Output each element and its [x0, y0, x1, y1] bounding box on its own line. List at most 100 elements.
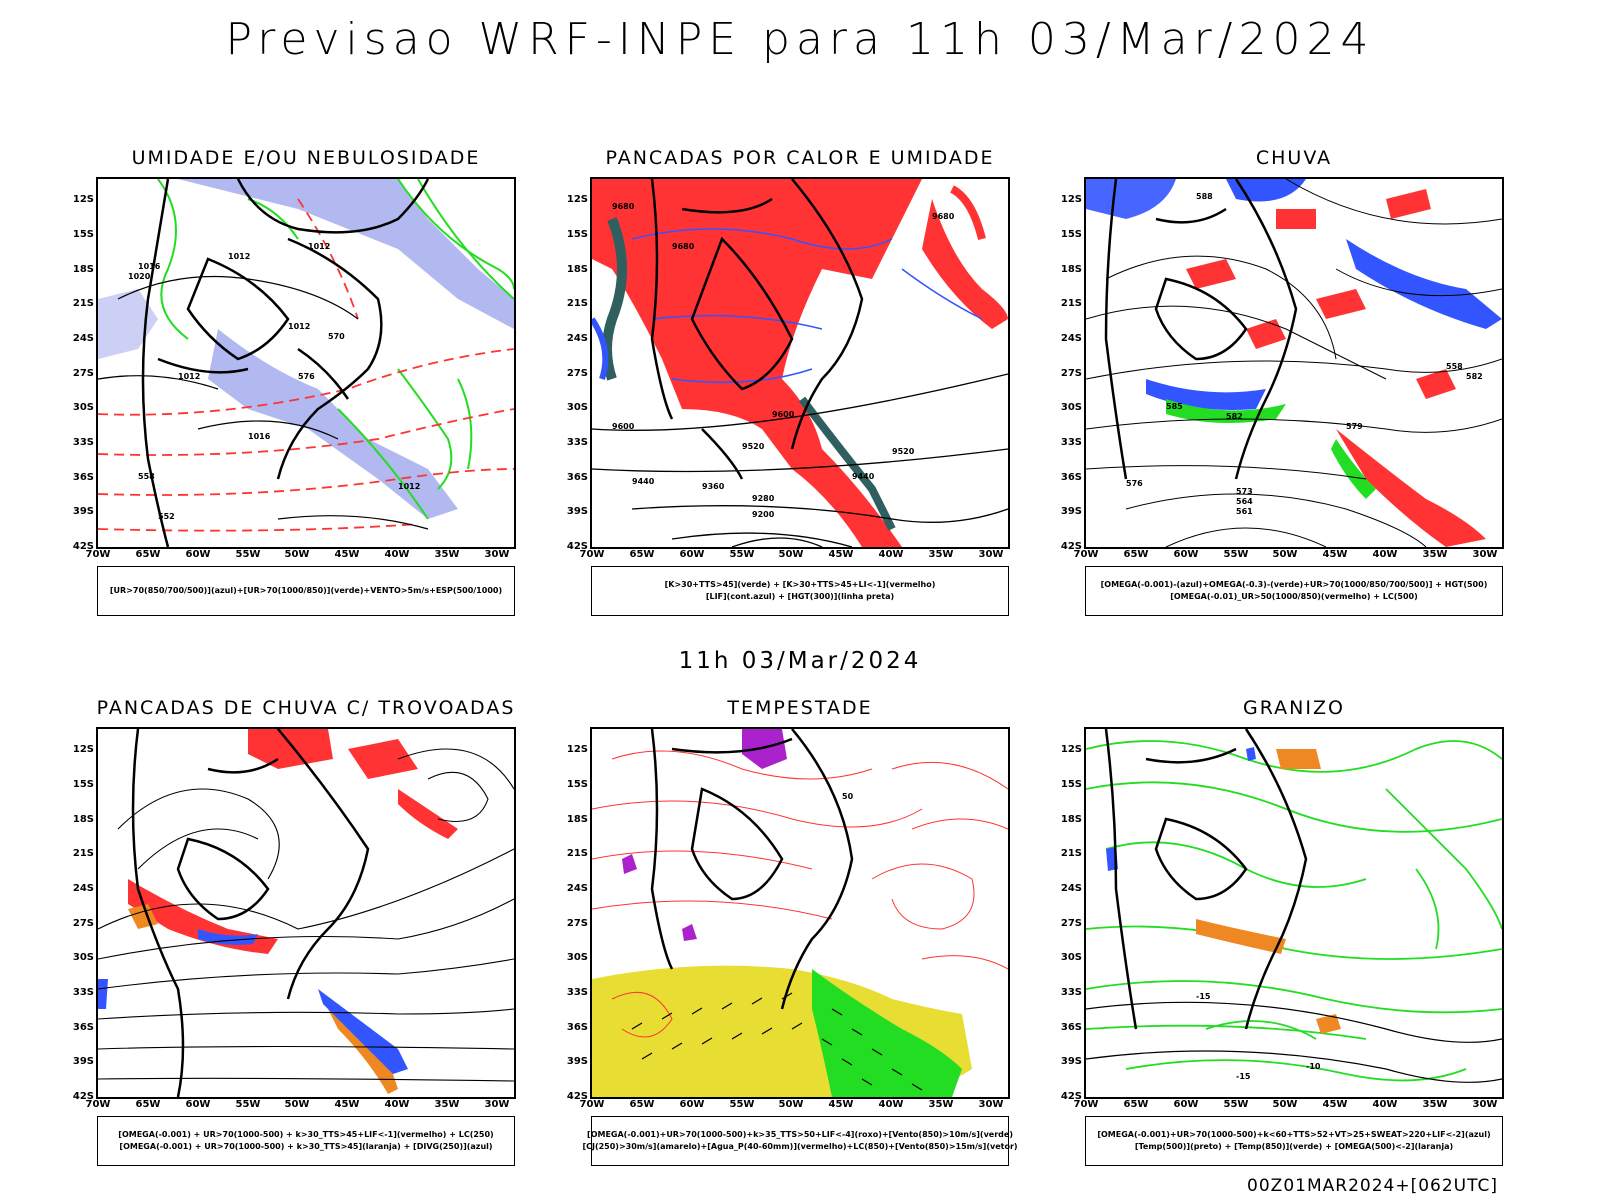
legend-line: [CJ(250)>30m/s](amarelo)+[Agua_P(40-60mm…: [582, 1142, 1018, 1151]
lat-label: 27S: [72, 918, 94, 929]
lon-label: 45W: [828, 1099, 854, 1110]
lat-label: 21S: [1060, 298, 1082, 309]
map-canvas-umidade: 1012101210161020101210121016101257057655…: [98, 179, 514, 547]
contour-value-label: 1012: [398, 482, 420, 491]
lon-label: 30W: [978, 1099, 1004, 1110]
lat-label: 12S: [1060, 744, 1082, 755]
lon-label: 70W: [85, 1099, 111, 1110]
lon-label: 50W: [778, 549, 804, 560]
lon-label: 30W: [978, 549, 1004, 560]
legend-line: [OMEGA(-0.001)-(azul)+OMEGA(-0.3)-(verde…: [1100, 580, 1488, 589]
country-borders: [650, 179, 864, 480]
omega-orange-patches: [1196, 749, 1341, 1034]
lat-label: 42S: [566, 1091, 588, 1102]
country-borders: [1104, 179, 1298, 480]
contour-value-label: 9600: [772, 410, 795, 419]
lat-label: 30S: [566, 402, 588, 413]
lat-label: 39S: [1060, 506, 1082, 517]
lat-label: 36S: [72, 1022, 94, 1033]
lat-label: 15S: [1060, 229, 1082, 240]
lon-label: 40W: [1372, 549, 1398, 560]
contour-value-label: -10: [1306, 1062, 1321, 1071]
lon-label: 35W: [928, 549, 954, 560]
lat-label: 12S: [72, 194, 94, 205]
lon-label: 65W: [1123, 1099, 1149, 1110]
lon-label: 35W: [434, 1099, 460, 1110]
temp850-green-contours: [1086, 740, 1502, 1082]
contour-value-label: 585: [1166, 402, 1183, 411]
lat-label: 18S: [566, 814, 588, 825]
lat-label: 36S: [1060, 1022, 1082, 1033]
contour-value-label: 1012: [228, 252, 250, 261]
lat-label: 39S: [72, 1056, 94, 1067]
contour-value-label: 588: [1196, 192, 1213, 201]
contour-value-label: 570: [328, 332, 345, 341]
contour-value-label: 1012: [308, 242, 330, 251]
contour-value-label: 9680: [612, 202, 635, 211]
lat-label: 42S: [566, 541, 588, 552]
lon-label: 60W: [679, 1099, 705, 1110]
legend-line: [UR>70(850/700/500)](azul)+[UR>70(1000/8…: [109, 586, 503, 595]
lat-label: 21S: [566, 298, 588, 309]
lat-label: 30S: [1060, 952, 1082, 963]
lon-label: 40W: [1372, 1099, 1398, 1110]
contour-value-label: 9680: [672, 242, 695, 251]
legend-line: [Temp(500)](preto) + [Temp(850)](verde) …: [1134, 1142, 1454, 1151]
thunderstorm-orange-patches: [128, 904, 398, 1094]
panel-title-umidade: UMIDADE E/OU NEBULOSIDADE: [131, 147, 481, 169]
lat-label: 39S: [566, 1056, 588, 1067]
contour-value-label: 564: [1236, 497, 1253, 506]
lon-label: 30W: [484, 549, 510, 560]
lon-label: 70W: [85, 549, 111, 560]
contour-value-label: 1020: [128, 272, 151, 281]
lat-label: 12S: [72, 744, 94, 755]
map-canvas-trovoadas: [98, 729, 514, 1097]
panel-title-tempestade: TEMPESTADE: [727, 697, 873, 719]
contour-value-label: 9520: [892, 447, 915, 456]
contour-value-label: -15: [1236, 1072, 1251, 1081]
lat-label: 15S: [566, 779, 588, 790]
lat-label: 33S: [566, 987, 588, 998]
lon-label: 35W: [928, 1099, 954, 1110]
lon-label: 65W: [135, 1099, 161, 1110]
legend-line: [OMEGA(-0.01)_UR>50(1000/850)(vermelho) …: [1170, 592, 1418, 601]
lon-label: 45W: [1322, 1099, 1348, 1110]
contour-value-label: 558: [138, 472, 155, 481]
lat-label: 21S: [1060, 848, 1082, 859]
lat-label: 12S: [1060, 194, 1082, 205]
contour-value-label: 9600: [612, 422, 635, 431]
lc250-streamlines: [98, 748, 514, 1082]
contour-value-label: 1012: [288, 322, 310, 331]
lat-label: 15S: [1060, 779, 1082, 790]
lat-label: 18S: [72, 264, 94, 275]
lon-label: 55W: [235, 1099, 261, 1110]
lat-label: 18S: [566, 264, 588, 275]
lon-label: 40W: [384, 1099, 410, 1110]
lat-label: 36S: [1060, 472, 1082, 483]
contour-value-label: 9200: [752, 510, 775, 519]
contour-value-label: 9680: [932, 212, 955, 221]
lon-label: 70W: [1073, 1099, 1099, 1110]
contour-value-label: 573: [1236, 487, 1253, 496]
contour-value-label: 9520: [742, 442, 765, 451]
legend-line: [LIF](cont.azul) + [HGT(300)](linha pret…: [705, 592, 895, 601]
humidity-green-contours: [157, 179, 514, 520]
legend-pancadas-calor: [K>30+TTS>45](verde) + [K>30+TTS>45+LI<-…: [591, 566, 1009, 616]
lat-label: 33S: [566, 437, 588, 448]
contour-value-label: 9440: [852, 472, 875, 481]
lon-label: 50W: [284, 1099, 310, 1110]
contour-value-label: 1016: [138, 262, 161, 271]
severe-purple-patches: [622, 729, 787, 941]
legend-tempestade: [OMEGA(-0.001)+UR>70(1000-500)+k>35_TTS>…: [582, 1116, 1018, 1166]
lat-label: 39S: [72, 506, 94, 517]
lon-label: 65W: [1123, 549, 1149, 560]
map-pancadas-calor: 9680 9680 9600 9520 9520 9440 9440 9360 9280 9200…: [590, 177, 1010, 549]
thickness-red-contours: [98, 198, 514, 532]
contour-value-label: 576: [1126, 479, 1143, 488]
contour-value-label: 1016: [248, 432, 271, 441]
lon-label: 55W: [729, 549, 755, 560]
lat-label: 30S: [1060, 402, 1082, 413]
lon-label: 65W: [629, 549, 655, 560]
lat-label: 24S: [566, 333, 588, 344]
